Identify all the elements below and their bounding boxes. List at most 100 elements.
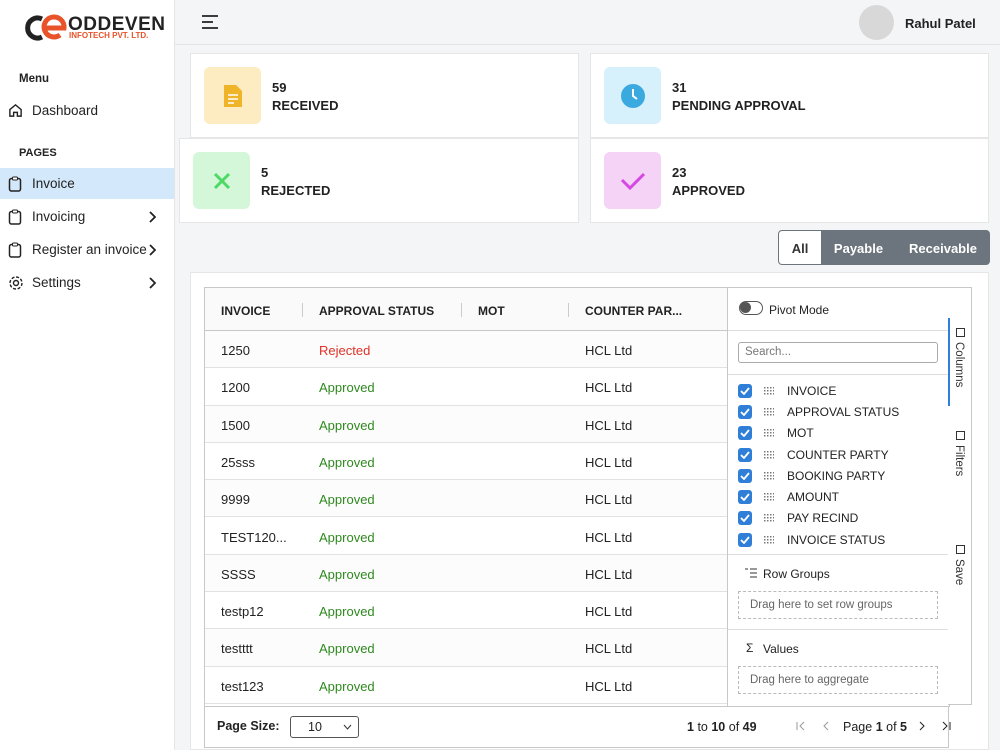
next-page[interactable] — [917, 721, 927, 731]
status-cell: Approved — [319, 529, 375, 545]
prev-page[interactable] — [821, 721, 831, 731]
row-summary: 1 to 10 of 49 — [687, 720, 757, 734]
column-item[interactable]: APPROVAL STATUS — [738, 401, 899, 422]
stat-icon — [604, 152, 661, 209]
checkbox[interactable] — [738, 511, 752, 526]
column-item[interactable]: COUNTER PARTY — [738, 444, 889, 465]
nav-label: Dashboard — [32, 103, 99, 118]
counter-party-cell: HCL Ltd — [585, 678, 633, 694]
menu-toggle[interactable] — [201, 14, 219, 30]
stat-label: PENDING APPROVAL — [672, 98, 806, 113]
panel-tab[interactable]: Save — [953, 559, 965, 586]
last-page[interactable] — [940, 721, 952, 731]
row-groups-drop[interactable]: Drag here to set row groups — [738, 591, 938, 619]
stat-card[interactable]: 31 PENDING APPROVAL — [590, 53, 989, 138]
first-page[interactable] — [795, 721, 807, 731]
panel-tab[interactable]: Filters — [953, 445, 965, 477]
nav-label: Register an invoice — [32, 242, 147, 257]
invoice-cell: 1200 — [221, 380, 250, 396]
stat-card[interactable]: 23 APPROVED — [590, 138, 989, 223]
column-item[interactable]: INVOICE — [738, 380, 836, 401]
grid-row[interactable]: SSSS Approved HCL Ltd — [205, 554, 727, 593]
checkbox[interactable] — [738, 383, 752, 398]
filter-tab[interactable]: All — [779, 231, 821, 264]
nav-item[interactable]: Settings — [0, 267, 174, 298]
column-name: APPROVAL STATUS — [787, 404, 900, 419]
stat-card[interactable]: 5 REJECTED — [179, 138, 579, 223]
nav-dashboard[interactable]: Dashboard — [0, 95, 174, 126]
column-header[interactable]: APPROVAL STATUS — [319, 304, 435, 318]
avatar[interactable] — [859, 5, 894, 40]
pivot-toggle[interactable] — [739, 301, 763, 315]
checkbox[interactable] — [738, 532, 752, 547]
page-size-label: Page Size: — [217, 719, 280, 733]
checkbox[interactable] — [738, 468, 752, 483]
invoice-cell: SSSS — [221, 566, 256, 582]
page-summary: Page 1 of 5 — [843, 720, 907, 734]
stat-card[interactable]: 59 RECEIVED — [190, 53, 579, 138]
checkbox[interactable] — [738, 426, 752, 441]
stat-icon — [204, 67, 261, 124]
column-header[interactable]: COUNTER PAR... — [585, 304, 683, 318]
checkbox[interactable] — [738, 447, 752, 462]
status-cell: Approved — [319, 604, 375, 620]
column-header[interactable]: MOT — [478, 304, 505, 318]
page: 1 — [875, 720, 883, 734]
page-size-select[interactable]: 10 — [290, 716, 359, 738]
status-cell: Approved — [319, 380, 375, 396]
checkbox[interactable] — [738, 490, 752, 505]
to: 10 — [711, 720, 726, 734]
column-separator — [461, 303, 462, 317]
column-separator — [302, 303, 303, 317]
nav-item[interactable]: Invoicing — [0, 201, 174, 232]
column-header[interactable]: INVOICE — [221, 304, 271, 318]
nav-item[interactable]: Register an invoice — [0, 234, 174, 265]
filter-tab[interactable]: Payable — [833, 240, 884, 256]
from: 1 — [687, 720, 694, 734]
column-item[interactable]: BOOKING PARTY — [738, 465, 885, 486]
grid-row[interactable]: 9999 Approved HCL Ltd — [205, 480, 727, 518]
column-name: INVOICE — [787, 383, 837, 398]
checkbox[interactable] — [738, 404, 752, 419]
column-item[interactable]: MOT — [738, 423, 814, 444]
filter-tab[interactable]: Receivable — [909, 240, 977, 256]
column-item[interactable]: INVOICE STATUS — [738, 529, 885, 550]
menu-title: Menu — [19, 73, 50, 85]
stat-value: 5 — [261, 165, 269, 180]
active-tab-indicator — [948, 318, 950, 406]
status-cell: Approved — [319, 454, 375, 470]
search-input[interactable]: Search... — [738, 342, 938, 363]
sidebar: ODDEVEN INFOTECH PVT. LTD. Menu Dashboar… — [0, 0, 175, 750]
column-item[interactable]: AMOUNT — [738, 487, 839, 508]
status-cell: Approved — [319, 492, 375, 508]
counter-party-cell: HCL Ltd — [585, 641, 633, 657]
values-drop[interactable]: Drag here to aggregate — [738, 666, 938, 694]
column-name: PAY RECIND — [787, 511, 859, 526]
stat-label: REJECTED — [261, 183, 331, 198]
nav-item[interactable]: Invoice — [0, 168, 174, 199]
invoice-cell: testttt — [221, 641, 253, 657]
grid-row[interactable]: testttt Approved HCL Ltd — [205, 629, 727, 667]
logo-mark — [25, 14, 67, 41]
grid-row[interactable]: testp12 Approved HCL Ltd — [205, 592, 727, 630]
grid-row[interactable]: 1250 Rejected HCL Ltd — [205, 331, 727, 369]
row-groups-title: Row Groups — [763, 567, 830, 581]
grid-body: 1250 Rejected HCL Ltd 1200 Approved HCL Ltd 15… — [205, 331, 727, 706]
counter-party-cell: HCL Ltd — [585, 566, 633, 582]
column-name: INVOICE STATUS — [787, 532, 886, 547]
grid-row[interactable]: TEST120... Approved HCL Ltd — [205, 517, 727, 555]
grid-row[interactable]: 1200 Approved HCL Ltd — [205, 368, 727, 406]
grid-row[interactable]: 25sss Approved HCL Ltd — [205, 442, 727, 481]
column-name: MOT — [787, 426, 814, 441]
grid-row[interactable]: 1500 Approved HCL Ltd — [205, 405, 727, 443]
counter-party-cell: HCL Ltd — [585, 417, 633, 433]
user-name[interactable]: Rahul Patel — [905, 16, 976, 31]
pages-title: PAGES — [19, 147, 57, 159]
sigma: Σ — [746, 641, 754, 655]
panel-tab[interactable]: Columns — [953, 342, 965, 388]
grid-row[interactable]: test123 Approved HCL Ltd — [205, 666, 727, 704]
column-item[interactable]: PAY RECIND — [738, 508, 858, 529]
pages: 5 — [900, 720, 907, 734]
counter-party-cell: HCL Ltd — [585, 380, 633, 396]
